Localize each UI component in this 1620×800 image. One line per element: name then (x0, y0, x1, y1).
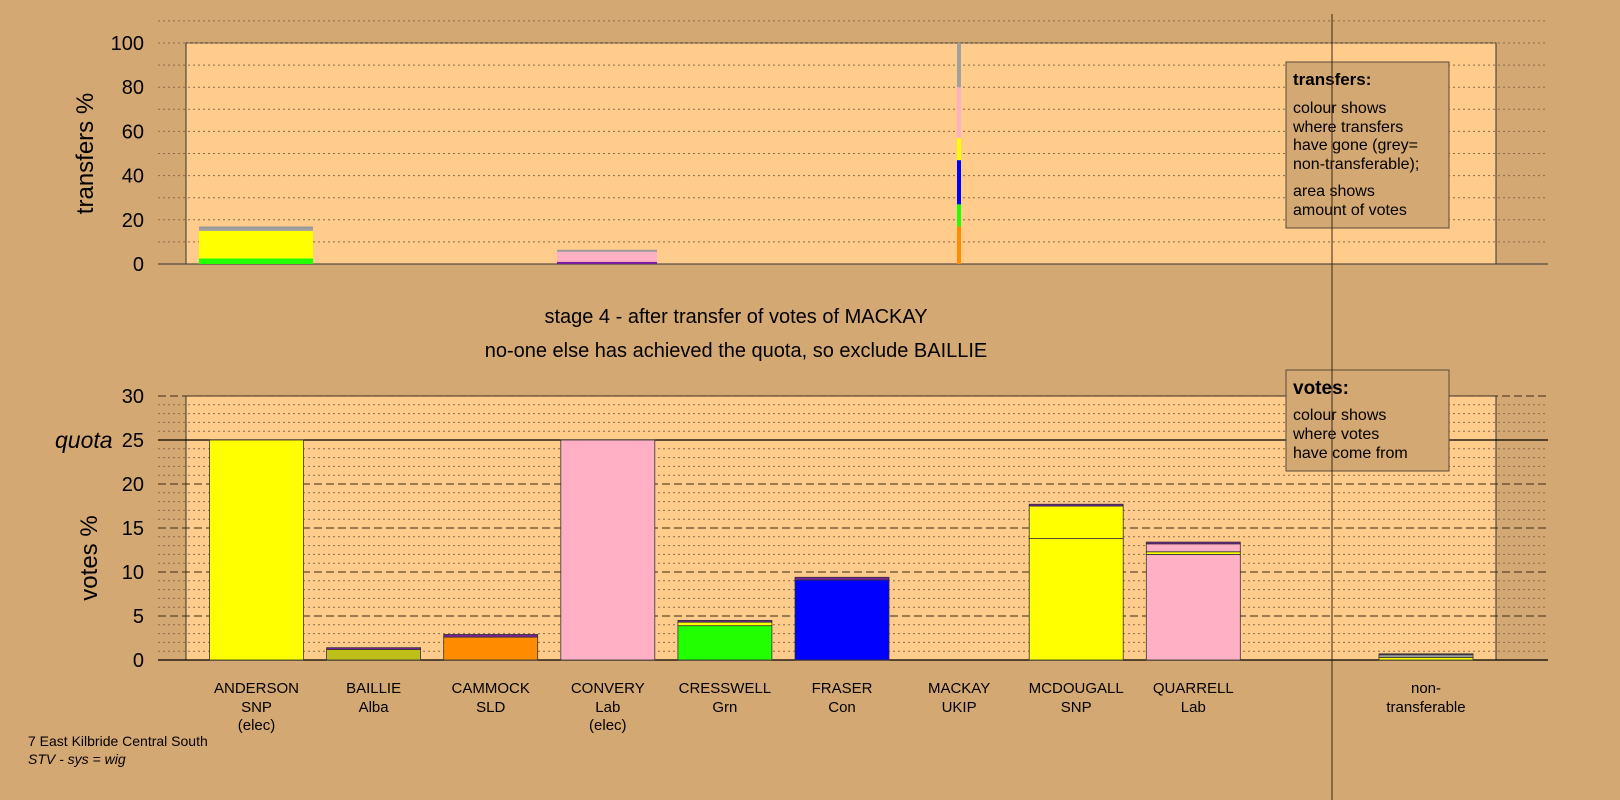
candidate-name-cresswell: CRESSWELL (679, 680, 772, 697)
vote-segment-fraser (794, 579, 890, 661)
legend-transfers-line: have gone (grey= (1293, 137, 1418, 154)
vote-segment-cammock (443, 634, 539, 638)
transfer-segment-mackay (957, 87, 961, 139)
transfer-segment-mackay (957, 204, 961, 227)
votes-tick-label: 0 (133, 650, 144, 672)
candidate-name-fraser: FRASER (812, 680, 873, 697)
transfers-panel: 0 20 40 60 80 100 transfers % (72, 20, 1548, 276)
elected-label-convery: (elec) (589, 717, 627, 734)
candidate-party-convery: Lab (595, 699, 620, 716)
transfer-segment-convery (557, 261, 657, 264)
vote-segment-quarrell (1145, 543, 1241, 553)
candidate-name-cammock: CAMMOCK (452, 680, 530, 697)
transfer-segment-mackay (957, 226, 961, 264)
candidate-name-baillie: BAILLIE (346, 680, 401, 697)
candidate-name-mcdougall: MCDOUGALL (1029, 680, 1124, 697)
candidate-name-anderson: ANDERSON (214, 680, 299, 697)
vote-segment-mcdougall (1028, 538, 1124, 661)
candidate-party-cresswell: Grn (712, 699, 737, 716)
vote-segment-cresswell (677, 620, 773, 623)
votes-tick-label: 15 (122, 518, 144, 540)
transfers-tick-label: 20 (122, 210, 144, 232)
candidate-party-quarrell: Lab (1181, 699, 1206, 716)
candidate-name-mackay: MACKAY (928, 680, 990, 697)
candidate-party-anderson: SNP (241, 699, 272, 716)
system-label: STV - sys = wig (28, 751, 126, 767)
legend-votes-line: have come from (1293, 445, 1408, 462)
legend-votes: votes: colour shows where votes have com… (1285, 369, 1450, 472)
legend-transfers-line: non-transferable); (1293, 156, 1419, 173)
legend-transfers-line: where transfers (1292, 119, 1403, 136)
votes-y-label: votes % (76, 515, 103, 600)
status-text: no-one else has achieved the quota, so e… (485, 340, 988, 362)
candidate-party-fraser: Con (828, 699, 856, 716)
transfer-segment-anderson (199, 227, 313, 231)
nontransferable-label: non- (1411, 680, 1441, 697)
transfers-tick-label: 0 (133, 254, 144, 276)
candidate-party-mcdougall: SNP (1061, 699, 1092, 716)
votes-tick-label: 20 (122, 474, 144, 496)
vote-segment-quarrell (1145, 541, 1241, 545)
transfers-tick-label: 100 (111, 33, 144, 55)
vote-segment-fraser (794, 576, 890, 581)
ward-label: 7 East Kilbride Central South (28, 733, 208, 749)
legend-votes-title: votes: (1293, 378, 1349, 399)
vote-segment-cresswell (677, 621, 773, 627)
transfers-y-label: transfers % (72, 93, 99, 214)
vote-segment-baillie (326, 647, 422, 650)
candidate-party-mackay: UKIP (942, 699, 977, 716)
vote-segment-nontransferable (1378, 653, 1474, 656)
legend-votes-box (1285, 369, 1450, 472)
transfers-tick-label: 60 (122, 121, 144, 143)
candidate-name-convery: CONVERY (571, 680, 645, 697)
legend-votes-line: where votes (1292, 426, 1379, 443)
candidate-party-baillie: Alba (359, 699, 390, 716)
legend-votes-line: colour shows (1293, 407, 1386, 424)
vote-segment-mcdougall (1028, 503, 1124, 507)
stage-title: stage 4 - after transfer of votes of MAC… (544, 306, 927, 328)
transfers-tick-label: 40 (122, 166, 144, 188)
vote-segment-baillie (326, 649, 422, 661)
vote-segment-anderson (209, 439, 304, 661)
votes-tick-label: 30 (122, 386, 144, 408)
transfer-segment-mackay (957, 138, 961, 161)
transfers-tick-label: 80 (122, 77, 144, 99)
vote-segment-convery (560, 439, 656, 661)
vote-segment-cammock (443, 636, 539, 661)
legend-transfers: transfers: colour shows where transfers … (1285, 61, 1450, 229)
transfer-segment-anderson (199, 258, 313, 264)
transfer-segment-anderson (199, 230, 313, 259)
vote-segment-mcdougall (1028, 505, 1124, 539)
elected-label-anderson: (elec) (238, 717, 276, 734)
legend-transfers-line: amount of votes (1293, 202, 1407, 219)
candidate-name-quarrell: QUARRELL (1153, 680, 1234, 697)
votes-tick-label: 10 (122, 562, 144, 584)
quota-label: quota (55, 427, 113, 453)
candidate-party-cammock: SLD (476, 699, 505, 716)
vote-segment-quarrell (1145, 554, 1241, 661)
legend-transfers-line: colour shows (1293, 100, 1386, 117)
legend-transfers-line: area shows (1293, 183, 1375, 200)
votes-tick-label: 25 (122, 430, 144, 452)
transfer-segment-mackay (957, 160, 961, 205)
legend-transfers-box (1285, 61, 1450, 229)
votes-tick-label: 5 (133, 606, 144, 628)
transfer-segment-convery (557, 250, 657, 262)
nontransferable-label: transferable (1386, 699, 1465, 716)
vote-segment-cresswell (677, 625, 773, 661)
transfer-segment-mackay (957, 43, 961, 88)
